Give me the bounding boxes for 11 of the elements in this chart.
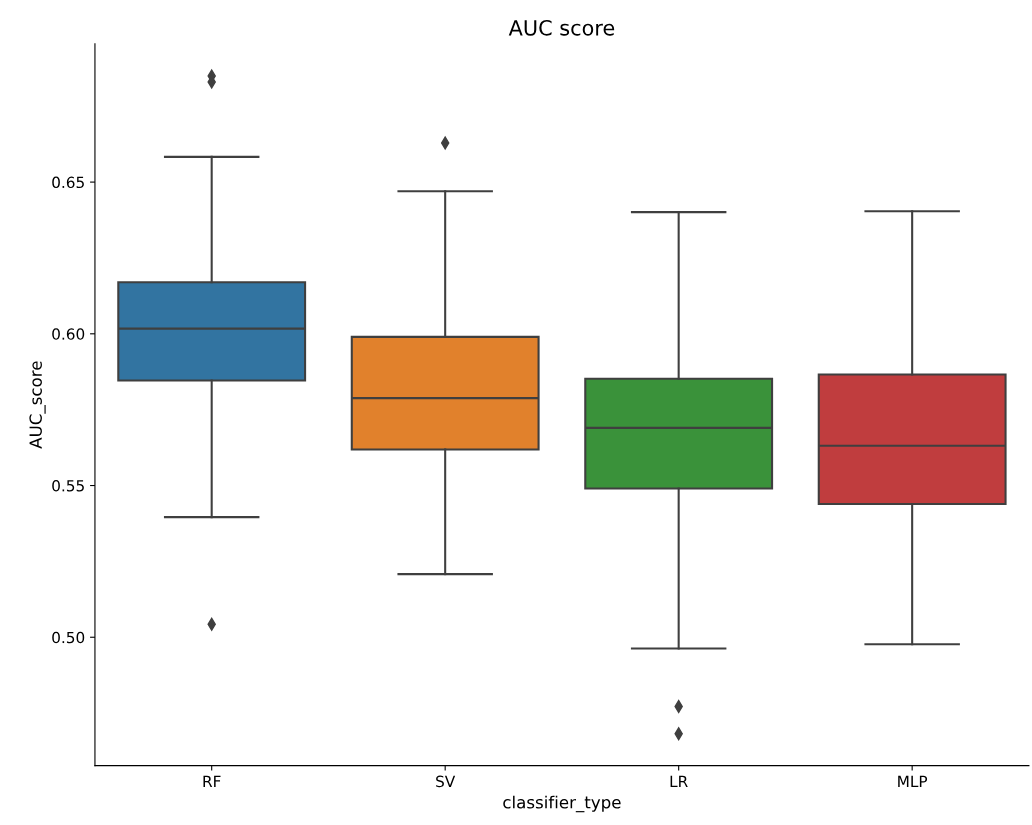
y-axis-title: AUC_score (29, 361, 46, 449)
x-tick-label: MLP (898, 775, 928, 787)
y-tick-label: 0.50 (52, 631, 85, 644)
x-tick-label: SV (436, 775, 456, 788)
x-axis-title: classifier_type (503, 795, 621, 813)
x-tick-label: RF (203, 775, 221, 787)
y-tick-label: 0.55 (52, 479, 84, 492)
y-tick-label: 0.65 (52, 176, 84, 189)
chart-title: AUC score (508, 19, 615, 36)
y-tick-label: 0.60 (52, 328, 85, 340)
x-tick-label: LR (670, 775, 688, 787)
